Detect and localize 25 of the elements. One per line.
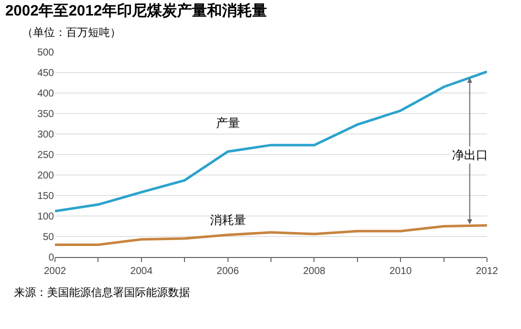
line-series: [55, 70, 487, 212]
y-tick-label: 150: [37, 191, 54, 202]
chart-subtitle: （单位：百万短吨）: [22, 26, 121, 39]
series-label: 消耗量: [210, 213, 246, 227]
series-label: 产量: [216, 116, 240, 130]
x-tick-label: 2012: [476, 266, 499, 277]
y-tick-label: 250: [37, 150, 54, 161]
source-note: 来源：美国能源信息署国际能源数据: [14, 286, 190, 299]
y-tick-label: 300: [37, 130, 54, 140]
x-tick-label: 2008: [303, 266, 326, 277]
y-tick-label: 100: [37, 212, 54, 222]
y-tick-label: 200: [37, 170, 54, 182]
x-tick-label: 2006: [216, 266, 240, 277]
x-tick-label: 2002: [44, 266, 67, 277]
y-tick-label: 400: [37, 88, 54, 100]
annotation: 净出口: [452, 148, 488, 162]
y-tick-label: 350: [37, 109, 54, 120]
line-series: [55, 224, 487, 246]
chart-title: 2002年至2012年印尼煤炭产量和消耗量: [5, 2, 267, 20]
x-tick-label: 2010: [389, 266, 412, 277]
y-tick-label: 500: [37, 48, 54, 58]
y-tick-label: 450: [37, 68, 54, 79]
y-tick-label: 0: [48, 252, 54, 264]
y-tick-label: 50: [42, 232, 54, 243]
x-tick-label: 2004: [130, 266, 153, 277]
